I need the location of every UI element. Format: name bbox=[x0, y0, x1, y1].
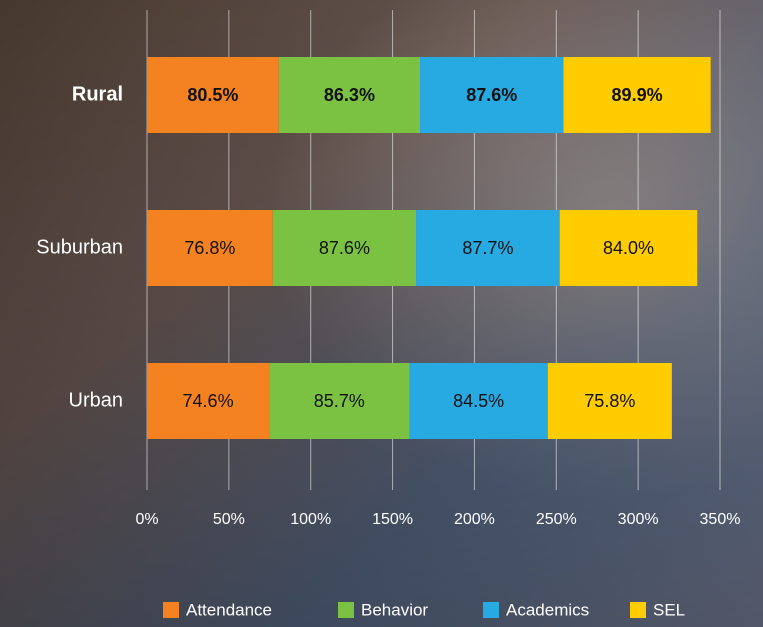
value-label: 75.8% bbox=[584, 391, 635, 411]
value-label: 80.5% bbox=[187, 85, 238, 105]
x-tick-label: 0% bbox=[135, 511, 158, 528]
chart: 0% 50% 100% 150% 200% 250% 300% 350% Rural 80.5% 8… bbox=[0, 0, 763, 627]
value-label: 84.5% bbox=[453, 391, 504, 411]
x-tick-label: 250% bbox=[536, 511, 577, 528]
legend-label: SEL bbox=[653, 600, 685, 619]
legend-swatch bbox=[630, 602, 646, 618]
legend-swatch bbox=[483, 602, 499, 618]
value-label: 87.7% bbox=[462, 238, 513, 258]
legend-label: Attendance bbox=[186, 600, 272, 619]
value-label: 84.0% bbox=[603, 238, 654, 258]
page: {"chart_data": { "type": "stacked-bar-ho… bbox=[0, 0, 763, 627]
legend-swatch bbox=[338, 602, 354, 618]
value-label: 87.6% bbox=[319, 238, 370, 258]
value-label: 89.9% bbox=[612, 85, 663, 105]
category-label: Suburban bbox=[36, 236, 123, 258]
x-tick-label: 150% bbox=[372, 511, 413, 528]
x-tick-label: 50% bbox=[213, 511, 245, 528]
value-label: 86.3% bbox=[324, 85, 375, 105]
legend-label: Behavior bbox=[361, 600, 428, 619]
x-tick-label: 350% bbox=[700, 511, 741, 528]
x-tick-label: 200% bbox=[454, 511, 495, 528]
legend-label: Academics bbox=[506, 600, 589, 619]
x-tick-label: 100% bbox=[290, 511, 331, 528]
value-label: 76.8% bbox=[184, 238, 235, 258]
category-label: Rural bbox=[72, 83, 123, 105]
category-label: Urban bbox=[69, 389, 123, 411]
value-label: 85.7% bbox=[314, 391, 365, 411]
legend-swatch bbox=[163, 602, 179, 618]
value-label: 87.6% bbox=[466, 85, 517, 105]
value-label: 74.6% bbox=[183, 391, 234, 411]
x-tick-label: 300% bbox=[618, 511, 659, 528]
